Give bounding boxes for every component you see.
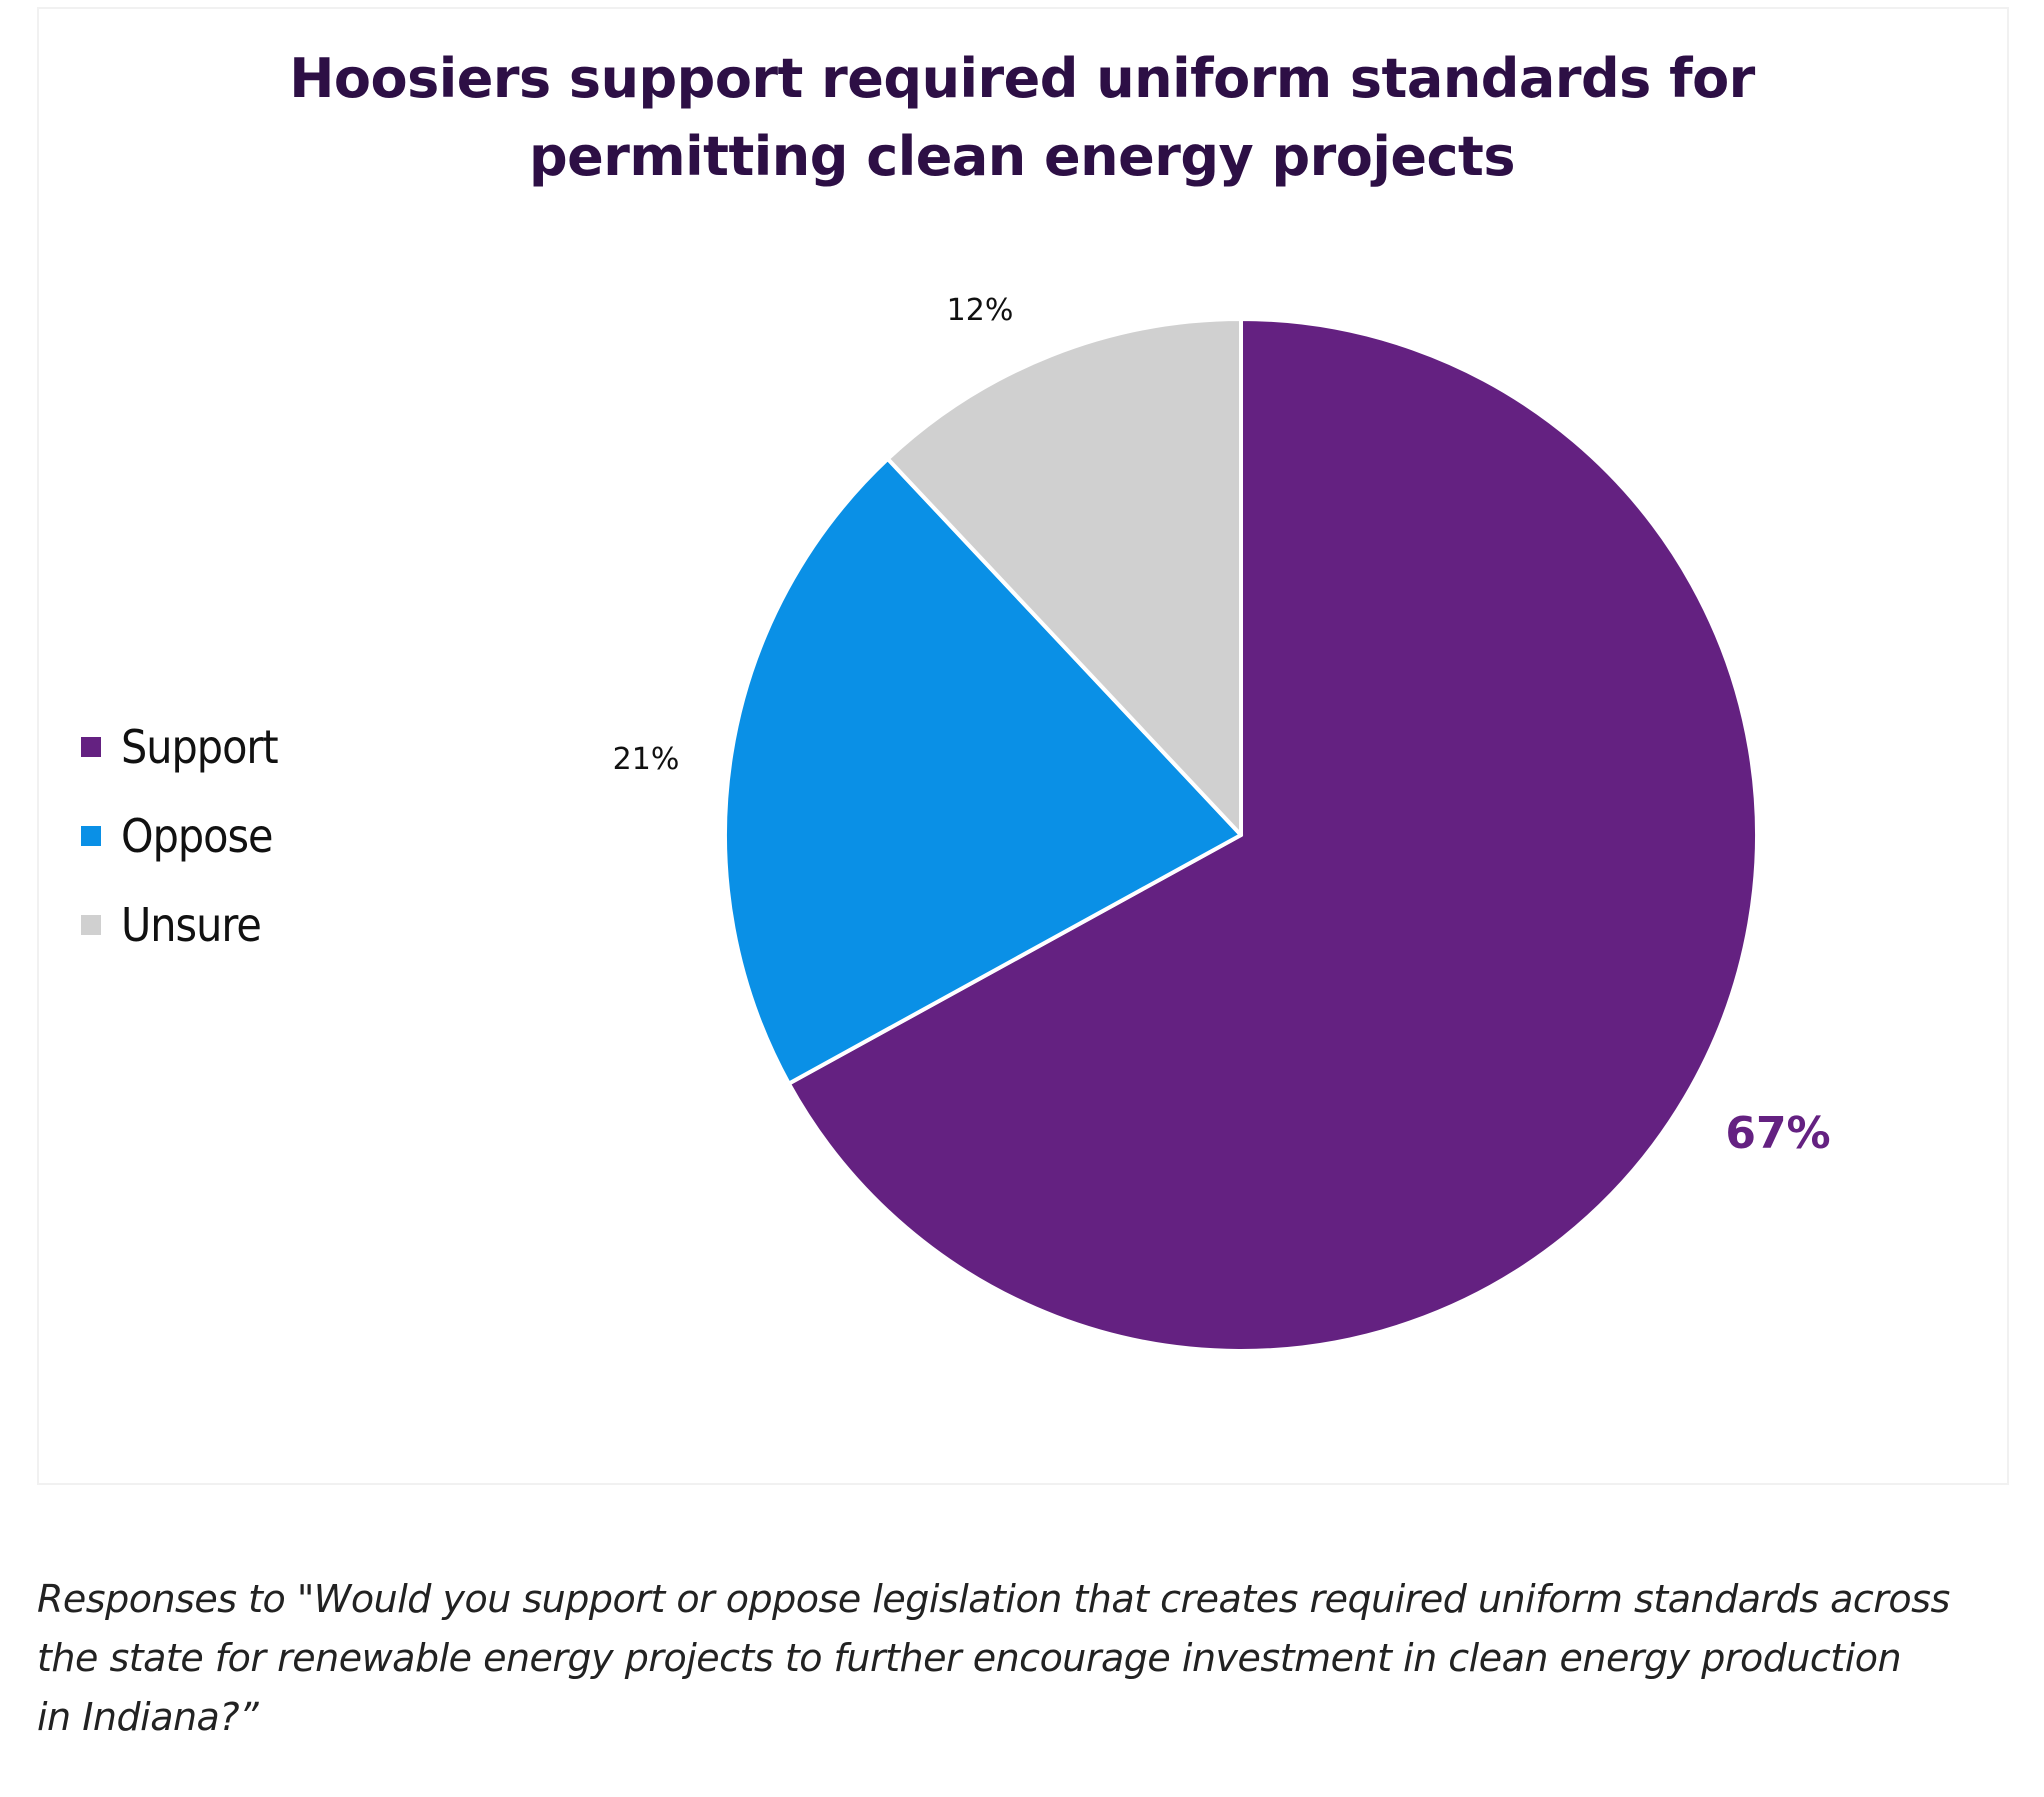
caption-line-3: in Indiana?” [37, 1695, 259, 1739]
legend-item-unsure: Unsure [81, 898, 262, 952]
caption-line-2: the state for renewable energy projects … [37, 1636, 1902, 1680]
pie-slice-support [786, 317, 1759, 1353]
data-label-unsure: 12% [947, 293, 1014, 328]
legend-swatch-unsure [81, 915, 101, 935]
pie-slice-unsure [885, 317, 1243, 837]
chart-caption: Responses to "Would you support or oppos… [37, 1570, 1997, 1747]
data-label-oppose: 21% [613, 742, 680, 777]
legend-swatch-support [81, 737, 101, 757]
legend-label-unsure: Unsure [121, 898, 262, 952]
chart-title-line-1: Hoosiers support required uniform standa… [289, 47, 1755, 110]
legend-label-oppose: Oppose [121, 809, 273, 863]
legend-item-oppose: Oppose [81, 809, 273, 863]
legend-label-support: Support [121, 720, 279, 774]
caption-line-1: Responses to "Would you support or oppos… [37, 1577, 1950, 1621]
chart-frame [37, 7, 2009, 1485]
chart-title: Hoosiers support required uniform standa… [0, 40, 2044, 196]
legend-swatch-oppose [81, 826, 101, 846]
chart-title-line-2: permitting clean energy projects [528, 125, 1516, 188]
legend-item-support: Support [81, 720, 279, 774]
pie-slice-oppose [723, 456, 1243, 1086]
data-label-support: 67% [1725, 1108, 1830, 1159]
